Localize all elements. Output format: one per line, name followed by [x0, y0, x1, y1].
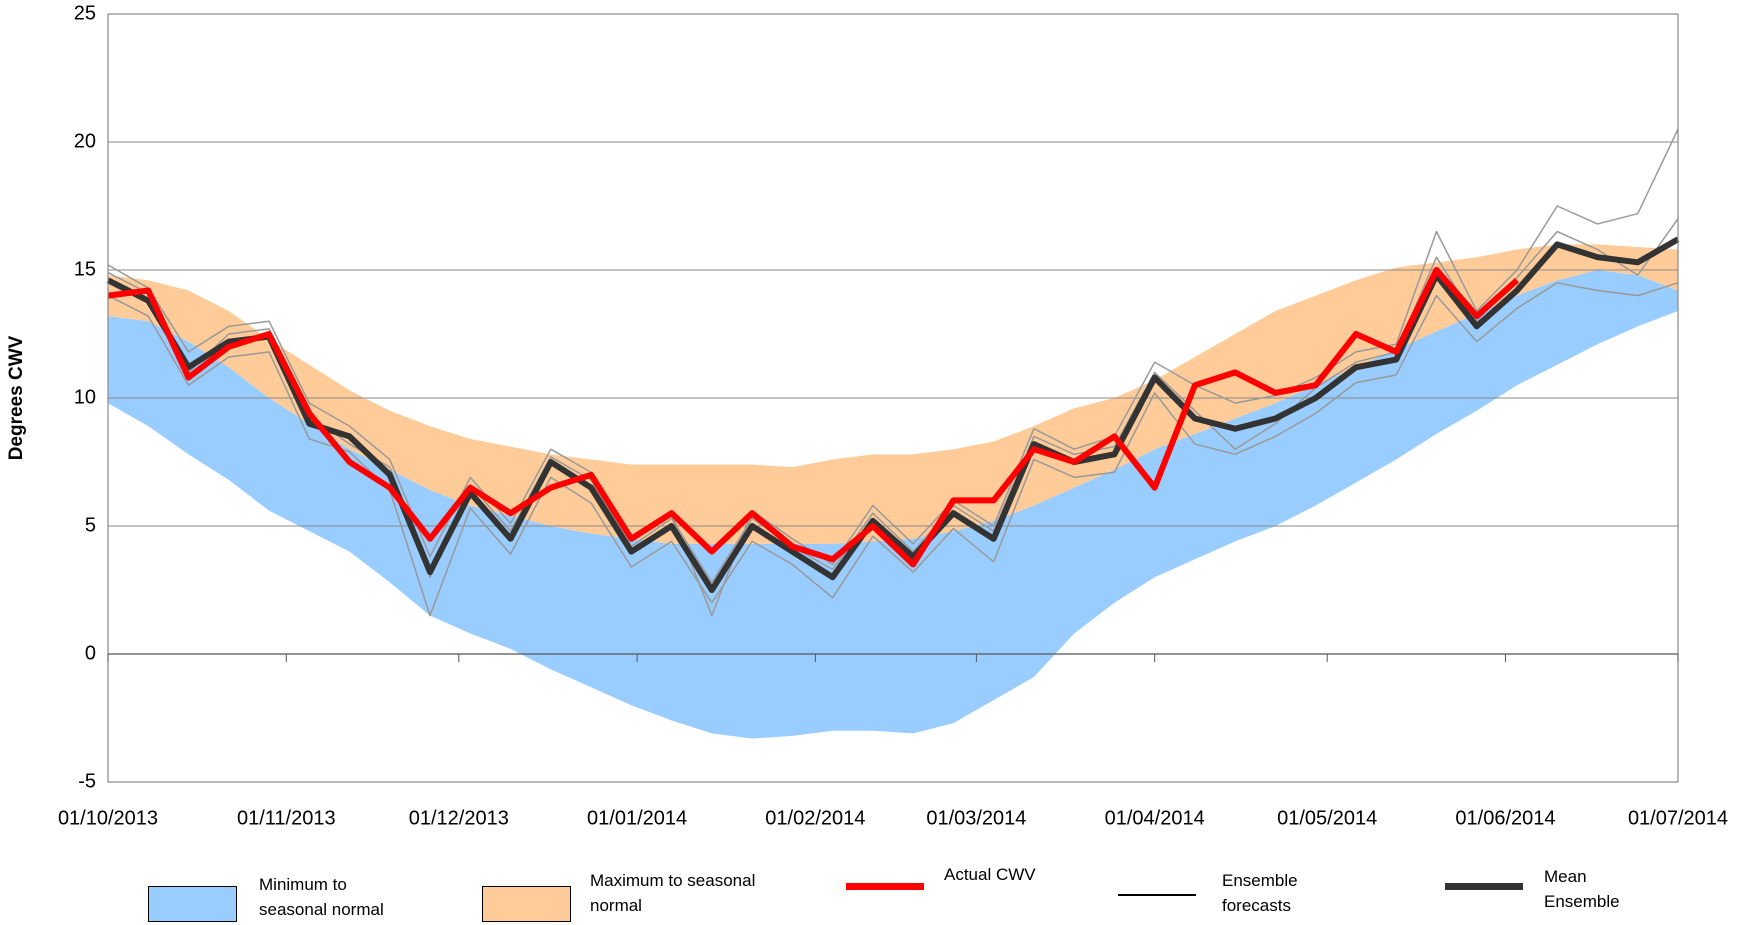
y-tick-label: 20: [74, 130, 96, 152]
legend-label: Maximum to seasonal normal: [590, 871, 756, 915]
legend-label: Minimum to seasonal normal: [259, 875, 384, 919]
x-tick-label: 01/02/2014: [765, 807, 865, 829]
x-tick-label: 01/07/2014: [1628, 807, 1728, 829]
x-tick-label: 01/11/2013: [237, 807, 336, 829]
legend-label: Ensemble forecasts: [1222, 871, 1298, 915]
bands: [108, 244, 1678, 739]
y-tick-label: -5: [78, 770, 96, 792]
legend-swatch: [1445, 883, 1523, 890]
x-tick-label: 01/03/2014: [926, 807, 1026, 829]
series-line: [107, 267, 1519, 568]
legend-swatch: [482, 886, 571, 922]
legend-label: Actual CWV: [944, 865, 1036, 884]
ensemble-line: [107, 128, 1679, 617]
x-tick-label: 01/01/2014: [587, 807, 687, 829]
y-tick-label: 15: [74, 258, 96, 280]
band-min: [108, 270, 1678, 739]
legend-swatch: [846, 883, 924, 890]
legend-label: Mean Ensemble: [1544, 867, 1620, 911]
x-tick-label: 01/04/2014: [1105, 807, 1205, 829]
band-max: [108, 244, 1678, 544]
y-tick-label: 10: [74, 386, 96, 408]
x-tick-label: 01/05/2014: [1277, 807, 1377, 829]
y-axis-label: Degrees CWV: [6, 335, 27, 460]
legend-swatch: [1118, 894, 1196, 896]
x-tick-label: 01/12/2013: [409, 807, 509, 829]
y-tick-label: 25: [74, 2, 96, 24]
x-tick-label: 01/06/2014: [1455, 807, 1555, 829]
y-tick-label: 5: [85, 514, 96, 536]
lines: [106, 128, 1680, 617]
legend-swatch: [148, 886, 237, 922]
plot-frame: [107, 13, 1679, 783]
x-tick-label: 01/10/2013: [58, 807, 158, 829]
ensemble-line: [107, 282, 1679, 617]
y-tick-label: 0: [85, 642, 96, 664]
